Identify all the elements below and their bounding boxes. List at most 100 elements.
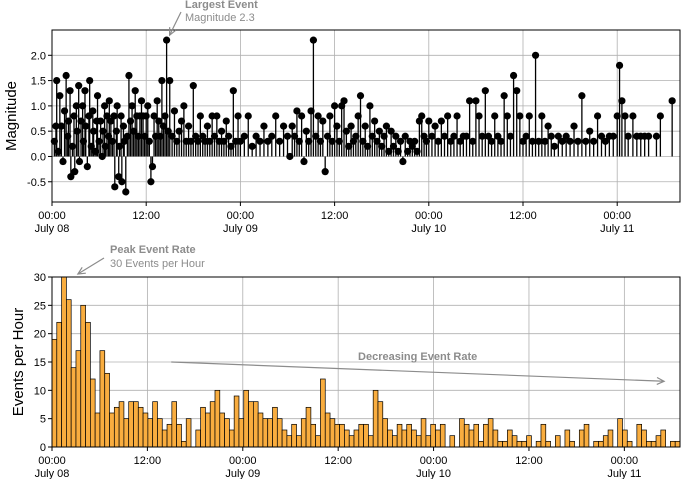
- stem-marker: [67, 173, 75, 181]
- annotation-title: Largest Event: [185, 0, 258, 11]
- stem-marker: [522, 132, 530, 140]
- bar: [439, 423, 446, 448]
- stem-marker: [466, 97, 474, 105]
- bar: [70, 367, 77, 448]
- stem-marker: [422, 137, 431, 145]
- stem-marker: [260, 122, 268, 130]
- bar: [348, 435, 355, 448]
- bar: [401, 429, 408, 448]
- bar: [483, 423, 489, 448]
- y-tick-label: 2.0: [31, 50, 46, 62]
- stem-marker: [104, 132, 113, 140]
- stem-marker: [82, 122, 90, 130]
- stem-marker: [401, 132, 409, 140]
- bar: [99, 350, 106, 448]
- stem-marker: [601, 137, 610, 145]
- stem-marker: [300, 157, 308, 166]
- bar: [61, 276, 67, 448]
- y-tick-label: 0: [40, 442, 46, 454]
- stem-marker: [276, 137, 284, 145]
- y-axis-title: Magnitude: [3, 81, 20, 151]
- stem-marker: [624, 132, 632, 140]
- bar: [392, 435, 398, 448]
- bar: [133, 401, 139, 448]
- stem-marker: [122, 188, 130, 196]
- bar: [564, 429, 571, 448]
- stem-marker: [425, 117, 433, 125]
- stem-marker: [394, 147, 402, 156]
- x-tick-time-label: 00:00: [38, 455, 66, 467]
- stem-marker: [56, 92, 64, 100]
- x-tick-time-label: 12:00: [134, 455, 162, 467]
- stem-marker: [85, 112, 93, 120]
- bar: [137, 406, 144, 448]
- stem-marker: [586, 127, 594, 135]
- stem-marker: [363, 142, 372, 150]
- stem-marker: [99, 127, 107, 135]
- stem-marker: [110, 112, 118, 120]
- x-tick-date-label: July 10: [411, 223, 446, 235]
- stem-marker: [434, 137, 442, 145]
- stem-marker: [411, 137, 419, 145]
- stem-marker: [444, 112, 452, 120]
- stem-marker: [497, 137, 505, 145]
- bar: [262, 418, 269, 448]
- stem-marker: [164, 127, 172, 135]
- stem-marker: [90, 127, 98, 135]
- y-tick-label: 20: [34, 329, 46, 341]
- stem-marker: [481, 87, 489, 95]
- stem-marker: [538, 112, 546, 120]
- stem-marker: [574, 137, 582, 145]
- stem-marker: [101, 142, 109, 150]
- stem-marker: [150, 112, 158, 120]
- bar: [492, 429, 499, 448]
- bar: [75, 350, 82, 448]
- stem-marker: [173, 137, 181, 145]
- stem-marker: [544, 122, 552, 130]
- bar: [449, 435, 456, 448]
- stem-marker: [155, 117, 163, 125]
- stem-marker: [194, 137, 202, 145]
- stem-marker: [506, 132, 515, 140]
- bar: [655, 435, 662, 448]
- bar: [257, 412, 264, 448]
- bar: [368, 435, 374, 448]
- stem-marker: [593, 112, 602, 120]
- stem-marker: [144, 102, 152, 110]
- bar: [109, 412, 115, 448]
- stem-series: [50, 36, 676, 196]
- stem-marker: [79, 137, 87, 145]
- stem-marker: [117, 112, 125, 120]
- bar: [339, 423, 345, 448]
- stem-marker: [352, 132, 360, 140]
- stem-marker: [210, 132, 219, 140]
- bar: [296, 435, 302, 448]
- stem-marker: [652, 132, 661, 140]
- stem-marker: [229, 87, 237, 95]
- stem-marker: [87, 142, 95, 150]
- bar: [411, 429, 417, 448]
- stem-marker: [566, 137, 574, 145]
- bar: [674, 440, 681, 448]
- stem-marker: [478, 132, 486, 140]
- bar: [358, 423, 364, 448]
- bar: [660, 429, 666, 448]
- stem-marker: [123, 132, 131, 140]
- stem-marker: [371, 117, 379, 125]
- stem-marker: [156, 132, 164, 140]
- stem-marker: [125, 71, 133, 80]
- bar: [181, 440, 187, 448]
- stem-marker: [597, 132, 606, 140]
- bar: [142, 412, 149, 448]
- stem-marker: [535, 137, 543, 145]
- stem-marker: [375, 127, 383, 135]
- bar: [157, 418, 163, 448]
- stem-marker: [558, 137, 566, 145]
- stem-marker: [98, 152, 106, 161]
- stem-marker: [316, 137, 325, 145]
- bar: [646, 440, 652, 448]
- bar: [300, 418, 307, 448]
- stem-marker: [184, 122, 193, 130]
